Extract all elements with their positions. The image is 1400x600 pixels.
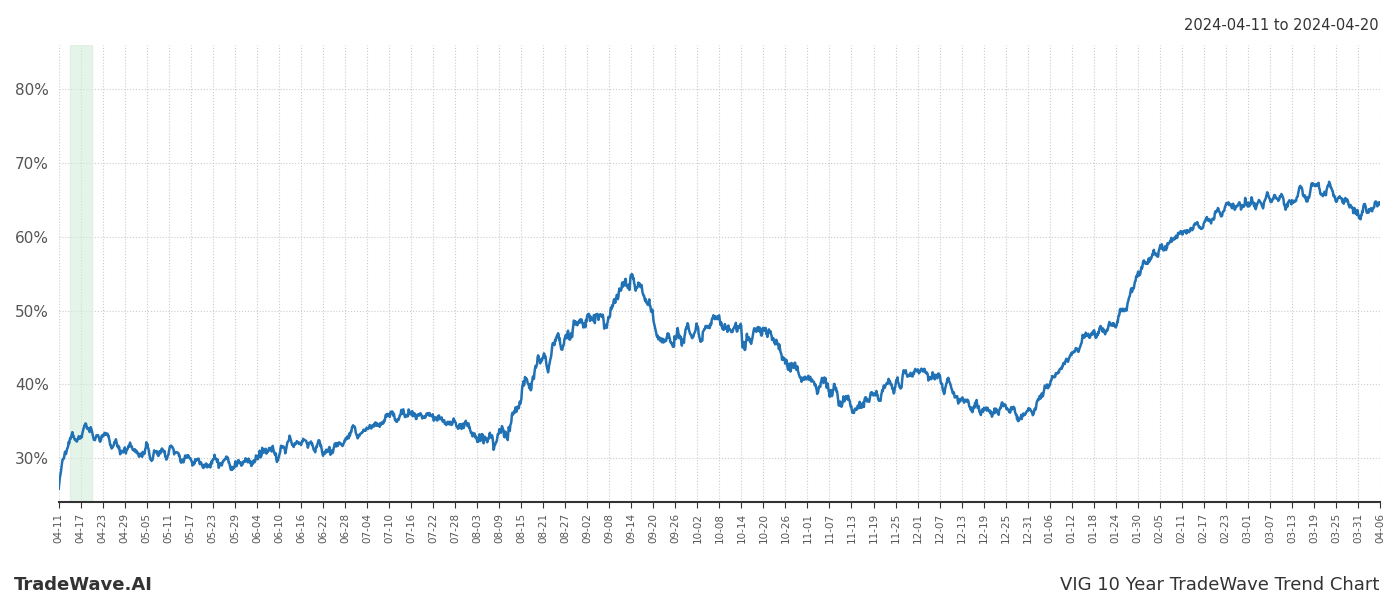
Text: 2024-04-11 to 2024-04-20: 2024-04-11 to 2024-04-20 bbox=[1184, 18, 1379, 33]
Text: VIG 10 Year TradeWave Trend Chart: VIG 10 Year TradeWave Trend Chart bbox=[1060, 576, 1379, 594]
Bar bbox=[70, 45, 92, 502]
Text: TradeWave.AI: TradeWave.AI bbox=[14, 576, 153, 594]
